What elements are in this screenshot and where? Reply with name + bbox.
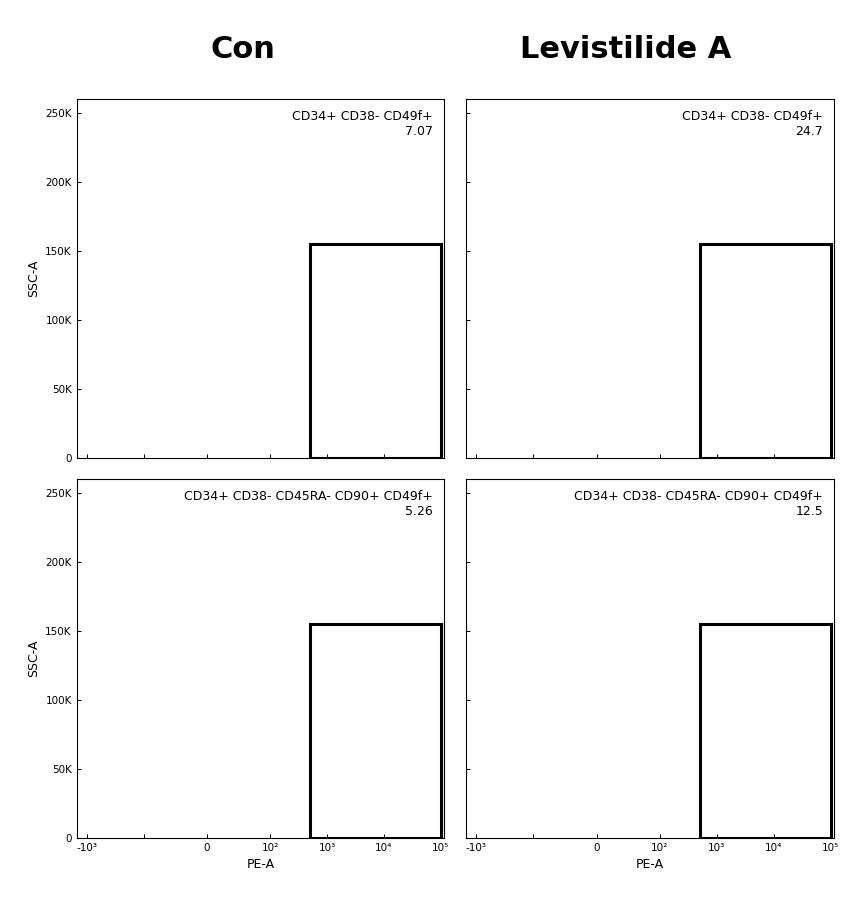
Y-axis label: SSC-A: SSC-A [26,259,40,297]
X-axis label: PE-A: PE-A [246,859,275,871]
Y-axis label: SSC-A: SSC-A [26,640,40,678]
Bar [700,624,831,838]
Text: CD34+ CD38- CD45RA- CD90+ CD49f+
5.26: CD34+ CD38- CD45RA- CD90+ CD49f+ 5.26 [185,490,433,518]
Text: CD34+ CD38- CD45RA- CD90+ CD49f+
12.5: CD34+ CD38- CD45RA- CD90+ CD49f+ 12.5 [574,490,823,518]
X-axis label: PE-A: PE-A [636,859,665,871]
Bar [310,244,441,458]
Text: Con: Con [210,35,275,64]
Bar [700,244,831,458]
Text: Levistilide A: Levistilide A [520,35,731,64]
Text: CD34+ CD38- CD49f+
24.7: CD34+ CD38- CD49f+ 24.7 [683,110,823,138]
Bar [310,624,441,838]
Text: CD34+ CD38- CD49f+
7.07: CD34+ CD38- CD49f+ 7.07 [293,110,433,138]
